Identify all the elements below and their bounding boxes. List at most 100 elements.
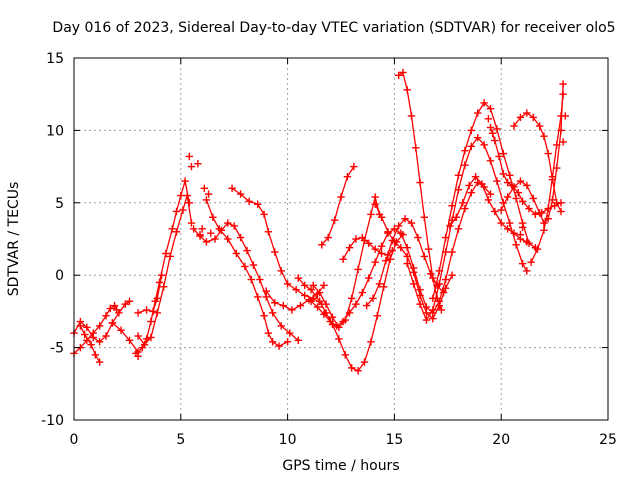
sat-track-16-point-8	[414, 233, 422, 242]
sat-track-24-line	[513, 112, 562, 213]
stray-point-9	[132, 349, 140, 358]
sat-track-02-point-3	[89, 329, 97, 337]
sat-track-11-point-11	[367, 338, 375, 346]
sat-track-04-point-2	[125, 336, 134, 345]
sat-track-21-point-7	[491, 207, 499, 216]
stray-point-15	[516, 230, 525, 239]
sat-track-21-point-5	[478, 180, 486, 188]
sat-track-07-point-6	[230, 222, 238, 230]
x-tick-label-0: 0	[70, 432, 79, 448]
sat-track-07-point-0	[189, 225, 198, 233]
sat-track-21-point-4	[471, 173, 480, 181]
sat-track-25-point-1	[533, 245, 542, 253]
sat-track-19-point-1	[409, 280, 418, 288]
sat-track-25-point-4	[548, 173, 557, 181]
sat-track-12-point-9	[365, 274, 373, 282]
sat-track-13-line	[312, 196, 381, 328]
sat-track-13-point-10	[371, 193, 379, 201]
sat-track-08-point-9	[264, 329, 273, 337]
sat-track-19-point-9	[461, 161, 469, 169]
sat-track-25-line	[530, 93, 564, 263]
sat-track-11-point-6	[335, 335, 343, 343]
x-tick-label-4: 20	[492, 432, 510, 448]
sat-track-10-point-1	[271, 299, 279, 307]
sat-track-17-point-12	[448, 271, 456, 279]
sat-track-20-point-7	[474, 109, 482, 117]
sat-track-12-point-21	[441, 275, 450, 284]
sat-track-12-point-22	[448, 248, 456, 256]
y-tick-label-0: -10	[41, 413, 64, 429]
sat-track-12-point-7	[352, 300, 360, 308]
sat-track-09-point-5	[264, 228, 273, 236]
sat-track-17-point-0	[371, 200, 379, 208]
sat-track-02-point-7	[110, 301, 119, 310]
sat-track-13-point-0	[309, 281, 317, 290]
y-tick-label-1: -5	[50, 341, 64, 357]
sat-track-07-point-12	[268, 309, 277, 317]
sat-track-24-point-3	[529, 113, 537, 122]
sat-track-19-point-18	[518, 259, 527, 268]
sat-track-13-point-3	[328, 313, 337, 321]
sat-track-01-point-8	[121, 300, 129, 308]
sat-track-20-point-1	[435, 267, 443, 275]
sat-track-20-point-2	[441, 233, 450, 242]
sat-track-02-point-6	[106, 304, 115, 313]
stray-point-2	[187, 162, 196, 171]
sat-track-22-point-0	[486, 123, 495, 132]
sat-track-19-point-4	[429, 306, 437, 314]
sat-track-11-point-3	[315, 297, 324, 305]
sat-track-18-point-10	[437, 306, 446, 314]
sat-track-01-point-9	[125, 297, 134, 305]
sat-track-13-point-4	[335, 323, 343, 332]
sat-track-23-point-3	[516, 177, 525, 185]
sat-track-05-point-9	[187, 219, 196, 227]
sat-track-03-point-1	[80, 330, 89, 339]
sat-track-17-point-11	[441, 284, 450, 292]
sat-track-10-point-0	[262, 287, 270, 295]
stray-point-6	[196, 230, 204, 239]
sat-track-12-point-14	[397, 229, 405, 237]
sat-track-19-point-12	[480, 141, 488, 149]
sat-track-11-point-2	[307, 285, 315, 294]
sat-track-17-point-4	[397, 243, 405, 252]
sat-track-20-point-13	[512, 194, 520, 203]
sat-track-16-point-9	[420, 252, 429, 261]
sat-track-17-point-2	[384, 228, 392, 236]
sat-track-18-point-0	[394, 71, 403, 80]
sat-track-18-point-3	[407, 112, 416, 120]
sat-track-24-point-1	[516, 113, 525, 122]
sat-track-11-point-7	[341, 351, 349, 359]
sat-track-19-point-10	[467, 142, 475, 151]
sat-track-04-point-1	[117, 326, 125, 334]
stray-point-7	[207, 229, 215, 237]
sat-track-01-point-5	[102, 332, 110, 340]
sat-track-11-point-10	[360, 358, 369, 366]
sat-track-18-point-1	[399, 68, 407, 77]
sat-track-13-point-7	[354, 265, 362, 274]
x-tick-label-5: 25	[599, 432, 617, 448]
sat-track-05-point-4	[160, 283, 168, 291]
sat-track-24-point-4	[535, 122, 544, 130]
sat-track-06-point-2	[149, 307, 157, 316]
sat-track-13-point-2	[322, 300, 330, 308]
sat-track-05-point-5	[166, 252, 174, 261]
sat-track-20-point-9	[486, 104, 495, 113]
sat-track-07-line	[192, 222, 299, 342]
stray-point-3	[200, 184, 208, 193]
sat-track-07-point-2	[202, 238, 211, 246]
sat-track-07-point-13	[277, 322, 285, 330]
sat-track-07-point-3	[211, 235, 219, 243]
sat-track-23-point-9	[548, 196, 557, 204]
sat-track-14-point-5	[350, 162, 358, 171]
sat-track-18-point-2	[403, 86, 411, 94]
sat-track-19-point-6	[441, 248, 450, 256]
sat-track-01-point-4	[95, 338, 104, 346]
sat-track-14-point-0	[318, 241, 326, 249]
sat-track-04-point-10	[168, 225, 176, 233]
sat-track-07-point-7	[236, 233, 245, 242]
sat-track-11-point-14	[386, 255, 394, 263]
sat-track-10-point-4	[296, 301, 305, 310]
sat-track-20-point-4	[454, 171, 463, 179]
sat-track-14-point-3	[337, 193, 345, 201]
